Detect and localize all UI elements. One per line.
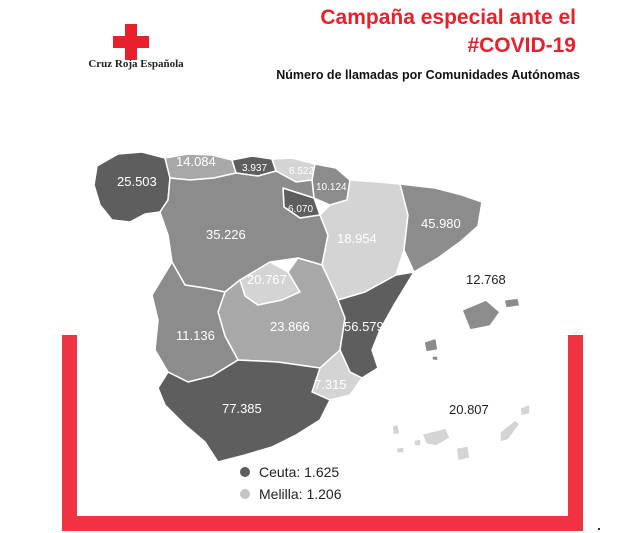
label-galicia: 25.503 xyxy=(117,174,157,189)
island-menorca xyxy=(503,297,521,309)
label-comunitat-valenciana: 56.579 xyxy=(344,319,384,334)
region-andalucia xyxy=(157,359,331,463)
page-title: Campaña especial ante el #COVID-19 xyxy=(320,4,576,60)
label-canarias: 20.807 xyxy=(449,402,489,417)
label-baleares: 12.768 xyxy=(466,272,506,287)
region-cataluna xyxy=(399,183,483,273)
decorative-dot xyxy=(598,528,600,530)
red-cross-icon xyxy=(113,24,149,60)
melilla-dot-icon xyxy=(240,489,250,499)
island-formentera xyxy=(431,355,439,362)
island-mallorca xyxy=(461,299,501,331)
island-la-gomera xyxy=(413,438,422,447)
island-ibiza xyxy=(423,337,439,353)
label-murcia: 7.315 xyxy=(314,377,347,392)
island-tenerife xyxy=(421,427,451,447)
island-gran-canaria xyxy=(455,445,471,462)
label-pais-vasco: 6.522 xyxy=(289,166,314,177)
region-comunitat-valenciana xyxy=(337,271,415,379)
label-aragon: 18.954 xyxy=(337,231,377,246)
island-la-palma xyxy=(391,423,401,436)
legend: Ceuta: 1.625 Melilla: 1.206 xyxy=(240,461,342,505)
island-lanzarote xyxy=(519,403,531,417)
legend-item-ceuta: Ceuta: 1.625 xyxy=(240,461,342,483)
frame-left-bar xyxy=(62,335,77,531)
label-andalucia: 77.385 xyxy=(222,401,262,416)
island-fuerteventura xyxy=(499,419,521,443)
legend-label-melilla: Melilla: 1.206 xyxy=(259,486,342,502)
org-name: Cruz Roja Española xyxy=(88,58,184,70)
map-subtitle: Número de llamadas por Comunidades Autón… xyxy=(276,68,580,82)
label-cataluna: 45.980 xyxy=(421,216,461,231)
legend-label-ceuta: Ceuta: 1.625 xyxy=(259,464,340,480)
ceuta-dot-icon xyxy=(240,467,250,477)
frame-right-bar xyxy=(568,335,583,531)
label-extremadura: 11.136 xyxy=(176,328,215,343)
label-madrid: 20.767 xyxy=(247,272,287,287)
island-el-hierro xyxy=(395,446,405,454)
label-asturias: 14.084 xyxy=(176,154,216,169)
label-castilla-la-mancha: 23.866 xyxy=(270,319,310,334)
title-line-1: Campaña especial ante el xyxy=(320,6,576,29)
label-castilla-y-leon: 35.226 xyxy=(206,227,246,242)
title-line-2: #COVID-19 xyxy=(467,34,576,57)
label-cantabria: 3.937 xyxy=(242,163,267,174)
cruz-roja-logo: Cruz Roja Española xyxy=(86,20,186,74)
legend-item-melilla: Melilla: 1.206 xyxy=(240,483,342,505)
label-la-rioja: 6.070 xyxy=(288,204,313,215)
label-navarra: 10.124 xyxy=(316,182,347,193)
frame-bottom-bar xyxy=(62,516,583,531)
